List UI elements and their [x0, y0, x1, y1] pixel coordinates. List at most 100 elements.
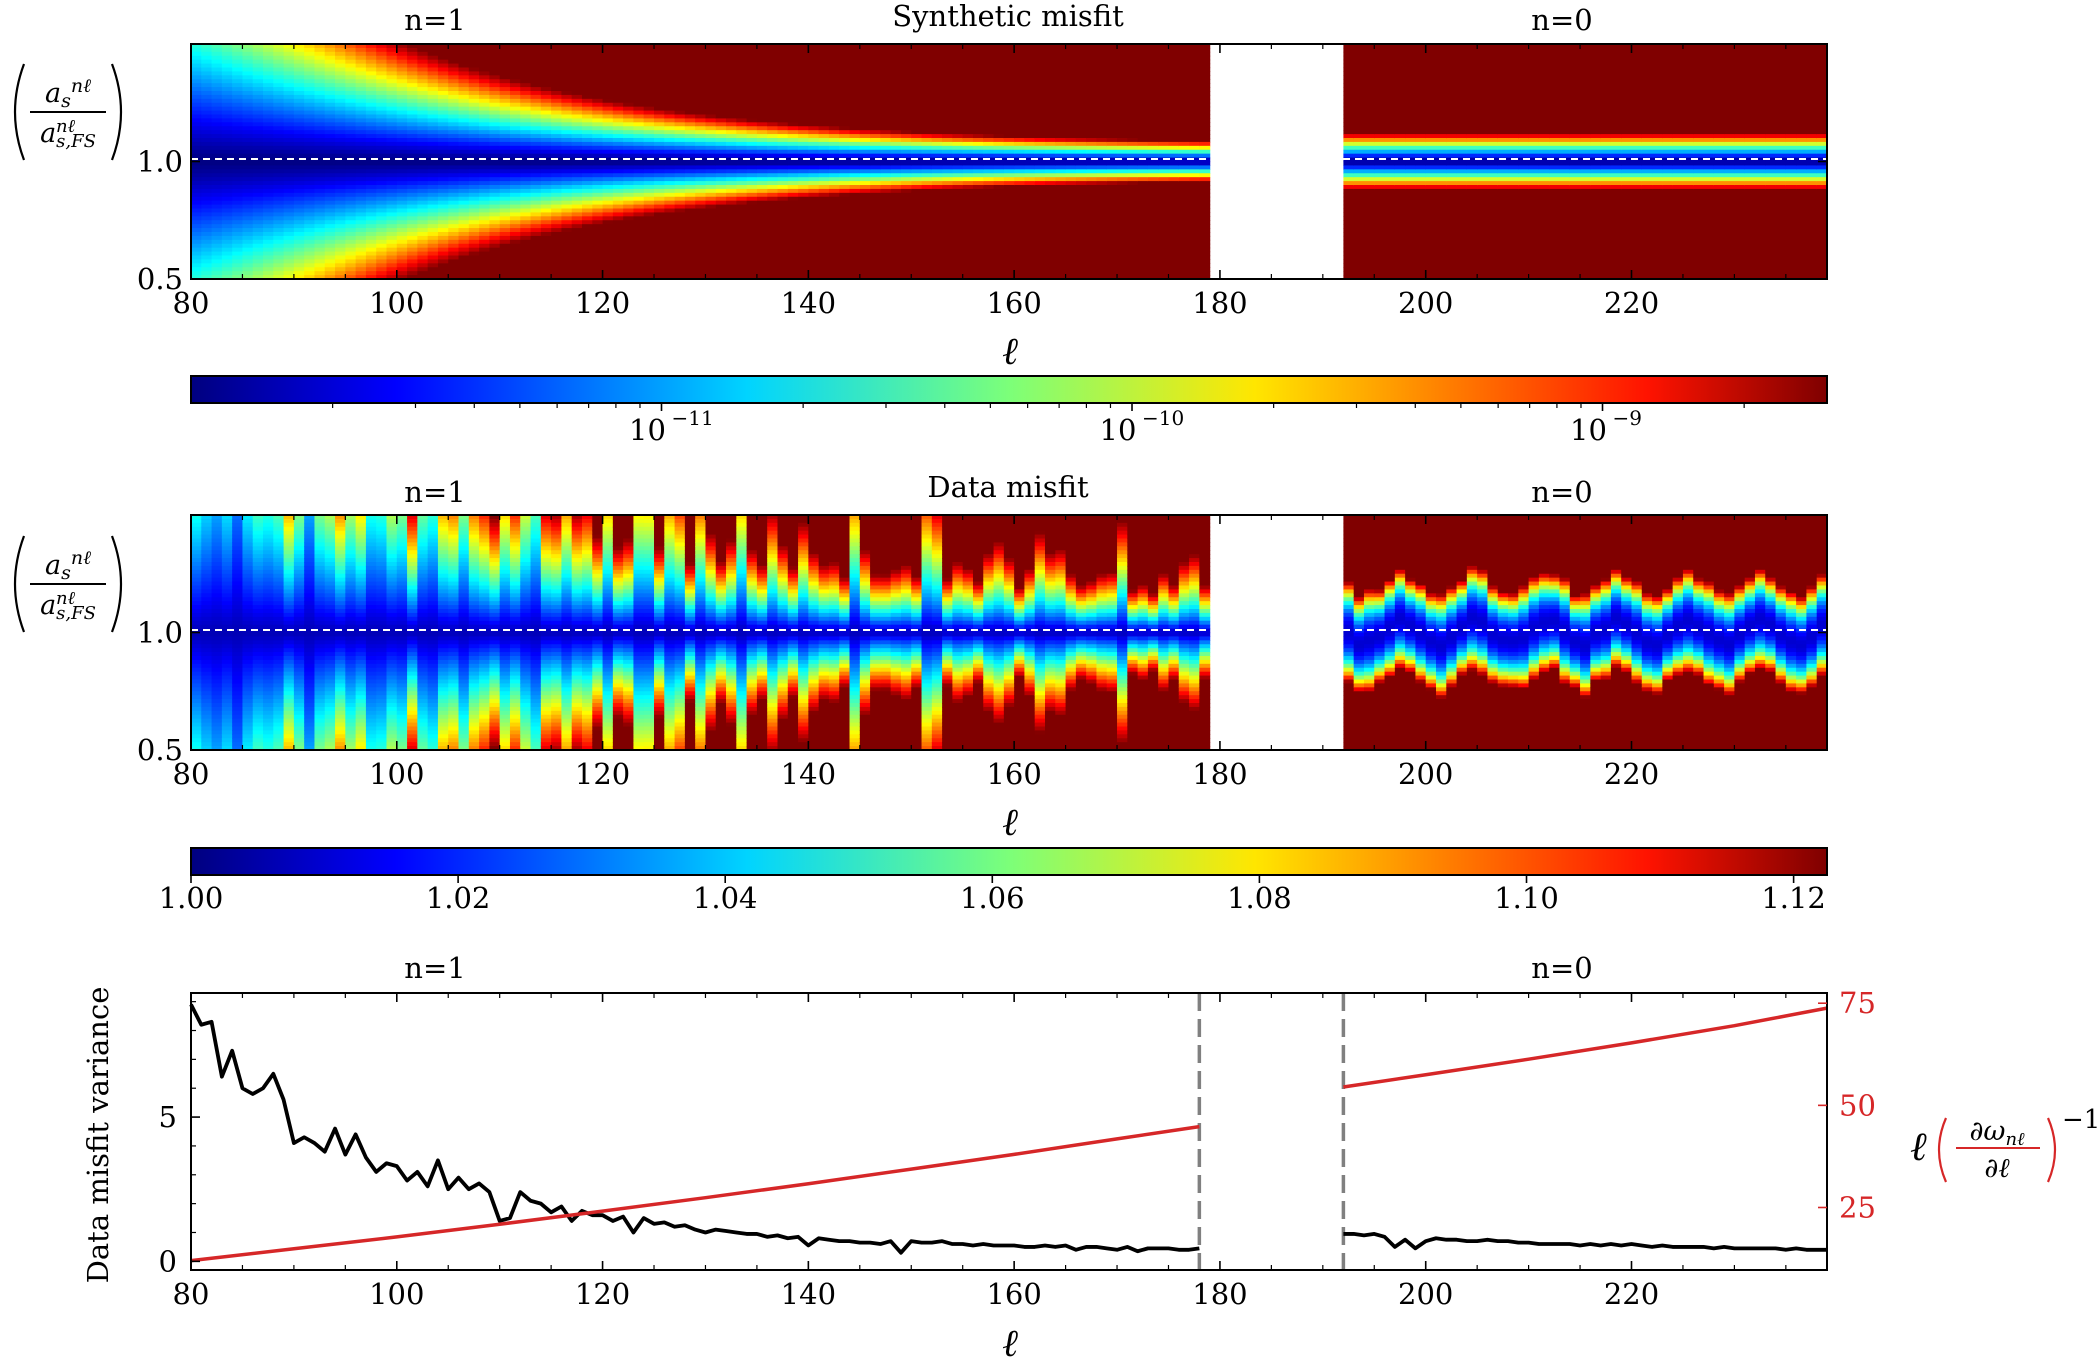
synthetic-cell	[1024, 196, 1036, 202]
synthetic-cell	[232, 247, 244, 253]
synthetic-cell	[705, 232, 717, 237]
synthetic-cell	[479, 94, 490, 100]
synthetic-cell	[335, 130, 346, 135]
synthetic-cell	[726, 114, 737, 120]
synthetic-cell	[458, 177, 470, 182]
synthetic-cell	[386, 91, 398, 96]
synthetic-cell	[468, 153, 480, 159]
synthetic-cell	[355, 267, 367, 272]
synthetic-cell	[396, 98, 408, 104]
synthetic-cell	[839, 239, 851, 245]
synthetic-cell	[191, 98, 202, 104]
synthetic-cell	[571, 126, 583, 131]
synthetic-cell	[808, 255, 820, 261]
synthetic-cell	[314, 98, 326, 104]
synthetic-cell	[592, 271, 604, 276]
synthetic-cell	[828, 232, 840, 237]
synthetic-cell	[335, 247, 346, 253]
synthetic-cell	[283, 153, 295, 159]
synthetic-cell	[427, 122, 439, 127]
synthetic-cell	[293, 98, 305, 104]
synthetic-cell	[530, 114, 542, 120]
synthetic-cell	[499, 271, 511, 276]
synthetic-cell	[479, 134, 490, 139]
synthetic-cell	[787, 130, 799, 135]
synthetic-cell	[376, 259, 388, 264]
synthetic-cell	[211, 75, 223, 80]
synthetic-cell	[900, 94, 912, 100]
synthetic-cell	[314, 55, 326, 61]
synthetic-cell	[859, 98, 871, 104]
synthetic-cell	[736, 44, 748, 49]
synthetic-cell	[365, 94, 377, 100]
synthetic-cell	[715, 177, 727, 182]
synthetic-cell	[540, 110, 552, 116]
synthetic-cell	[684, 157, 696, 163]
synthetic-cell	[787, 71, 799, 76]
synthetic-cell	[612, 118, 624, 123]
synthetic-cell	[911, 98, 923, 104]
synthetic-cell	[273, 75, 285, 80]
synthetic-cell	[623, 106, 635, 112]
synthetic-cell	[468, 263, 480, 268]
synthetic-cell	[1024, 259, 1036, 264]
synthetic-cell	[849, 141, 861, 147]
synthetic-cell	[509, 161, 521, 167]
synthetic-cell	[962, 118, 974, 123]
synthetic-cell	[612, 51, 624, 57]
synthetic-cell	[767, 126, 779, 131]
synthetic-cell	[293, 181, 305, 186]
synthetic-cell	[983, 83, 995, 88]
synthetic-cell	[942, 161, 954, 167]
synthetic-cell	[355, 208, 367, 214]
synthetic-cell	[808, 212, 820, 217]
synthetic-cell	[263, 138, 274, 143]
synthetic-cell	[859, 275, 871, 280]
synthetic-cell	[489, 232, 501, 237]
synthetic-cell	[674, 153, 686, 159]
synthetic-cell	[396, 200, 408, 206]
synthetic-cell	[777, 263, 789, 268]
synthetic-cell	[561, 185, 573, 190]
synthetic-cell	[355, 141, 367, 147]
synthetic-cell	[242, 243, 254, 249]
synthetic-cell	[746, 200, 758, 206]
synthetic-cell	[458, 110, 470, 116]
synthetic-cell	[1034, 185, 1046, 190]
synthetic-cell	[839, 102, 851, 108]
synthetic-cell	[849, 114, 861, 120]
synthetic-cell	[736, 216, 748, 221]
synthetic-cell	[530, 59, 542, 65]
synthetic-cell	[530, 181, 542, 186]
synthetic-cell	[695, 153, 707, 159]
synthetic-cell	[345, 44, 357, 49]
synthetic-cell	[787, 243, 799, 249]
synthetic-cell	[921, 255, 933, 261]
synthetic-cell	[242, 204, 254, 210]
synthetic-cell	[211, 83, 223, 88]
synthetic-cell	[314, 235, 326, 241]
synthetic-cell	[324, 126, 336, 131]
synthetic-cell	[756, 224, 768, 229]
synthetic-cell	[1003, 192, 1015, 198]
synthetic-cell	[263, 98, 274, 104]
synthetic-cell	[900, 106, 912, 112]
synthetic-cell	[952, 161, 964, 167]
synthetic-cell	[746, 267, 758, 272]
synthetic-cell	[221, 173, 233, 178]
synthetic-cell	[726, 275, 737, 280]
synthetic-cell	[540, 239, 552, 245]
synthetic-cell	[880, 188, 892, 194]
synthetic-cell	[232, 83, 244, 88]
synthetic-cell	[273, 59, 285, 65]
synthetic-cell	[643, 224, 655, 229]
synthetic-cell	[211, 47, 223, 53]
synthetic-cell	[911, 275, 923, 280]
synthetic-cell	[242, 98, 254, 104]
synthetic-cell	[1034, 71, 1046, 76]
synthetic-cell	[407, 161, 418, 167]
synthetic-cell	[581, 130, 593, 135]
synthetic-cell	[263, 177, 274, 182]
synthetic-cell	[201, 153, 213, 159]
synthetic-cell	[314, 177, 326, 182]
